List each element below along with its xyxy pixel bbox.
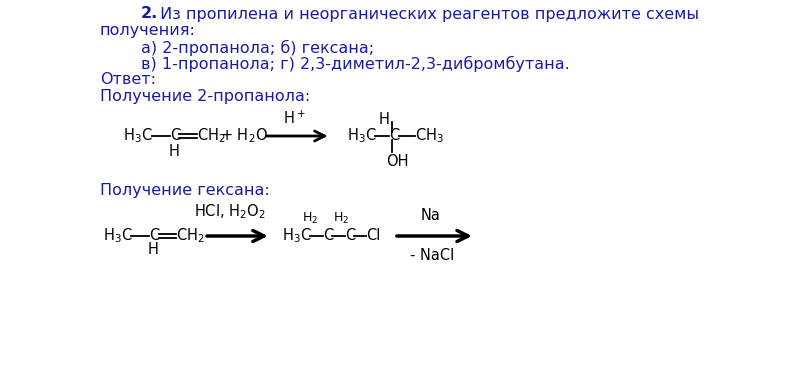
Text: H$_3$C: H$_3$C bbox=[102, 227, 132, 245]
Text: H: H bbox=[168, 144, 179, 159]
Text: Cl: Cl bbox=[366, 228, 380, 243]
Text: H: H bbox=[148, 243, 158, 258]
Text: + H$_2$O: + H$_2$O bbox=[220, 127, 268, 146]
Text: H: H bbox=[378, 111, 388, 126]
Text: H$_3$C: H$_3$C bbox=[123, 127, 152, 146]
Text: H$_3$C: H$_3$C bbox=[281, 227, 311, 245]
Text: C: C bbox=[149, 228, 159, 243]
Text: H$_2$: H$_2$ bbox=[333, 210, 349, 225]
Text: CH$_3$: CH$_3$ bbox=[414, 127, 444, 146]
Text: CH$_2$: CH$_2$ bbox=[196, 127, 225, 146]
Text: Ответ:: Ответ: bbox=[100, 73, 156, 88]
Text: H$^+$: H$^+$ bbox=[283, 109, 305, 127]
Text: Получение гексана:: Получение гексана: bbox=[100, 184, 269, 199]
Text: Из пропилена и неорганических реагентов предложите схемы: Из пропилена и неорганических реагентов … bbox=[155, 7, 698, 22]
Text: 2.: 2. bbox=[140, 7, 157, 22]
Text: H$_3$C: H$_3$C bbox=[346, 127, 375, 146]
Text: - NaCl: - NaCl bbox=[410, 248, 454, 263]
Text: C: C bbox=[169, 129, 180, 144]
Text: C: C bbox=[323, 228, 333, 243]
Text: CH$_2$: CH$_2$ bbox=[175, 227, 204, 245]
Text: получения:: получения: bbox=[100, 23, 195, 38]
Text: а) 2-пропанола; б) гексана;: а) 2-пропанола; б) гексана; bbox=[140, 40, 373, 56]
Text: Na: Na bbox=[419, 209, 440, 223]
Text: в) 1-пропанола; г) 2,3-диметил-2,3-дибромбутана.: в) 1-пропанола; г) 2,3-диметил-2,3-дибро… bbox=[140, 56, 569, 72]
Text: C: C bbox=[344, 228, 354, 243]
Text: H$_2$: H$_2$ bbox=[302, 210, 318, 225]
Text: HCl, H$_2$O$_2$: HCl, H$_2$O$_2$ bbox=[194, 203, 265, 221]
Text: OH: OH bbox=[386, 154, 409, 169]
Text: Получение 2-пропанола:: Получение 2-пропанола: bbox=[100, 88, 310, 104]
Text: C: C bbox=[388, 129, 399, 144]
